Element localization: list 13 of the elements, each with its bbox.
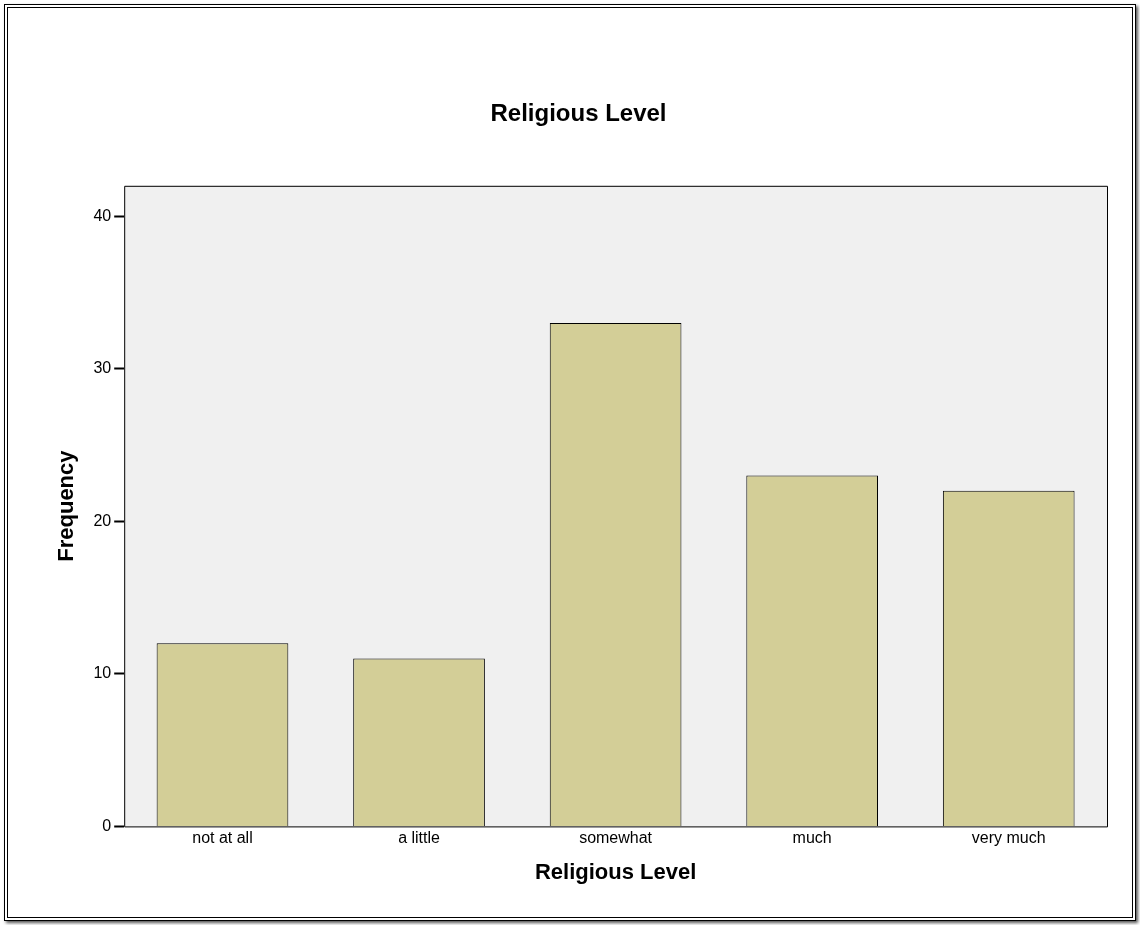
y-tick-label: 30 [93,359,112,377]
y-tick-label: 40 [93,206,112,224]
x-tick-label: somewhat [579,829,653,847]
y-tick-label: 20 [93,511,112,529]
x-tick-label: very much [971,829,1046,847]
x-tick-label: much [792,829,832,847]
chart-title: Religious Level [490,99,667,127]
y-tick-label: 10 [93,664,112,682]
x-tick-label: not at all [192,829,253,847]
y-tick-label: 0 [102,816,112,834]
x-axis-title: Religious Level [534,858,697,884]
y-axis-title: Frequency [53,449,79,562]
x-tick-label: a little [398,829,441,847]
